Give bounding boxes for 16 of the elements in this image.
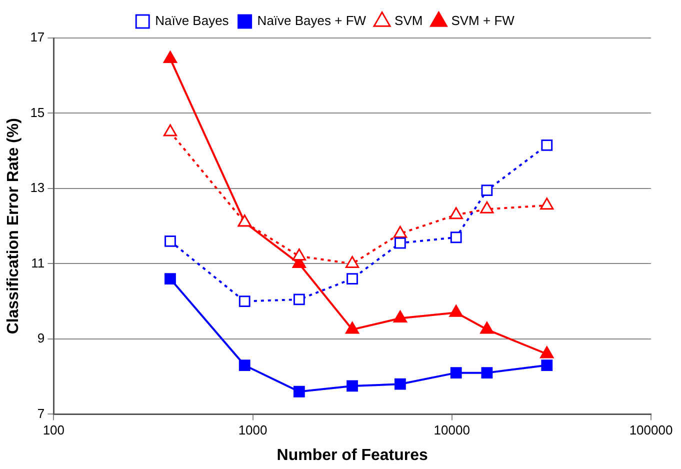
y-tick-label: 11 [31, 255, 45, 270]
y-tick-label: 13 [30, 180, 45, 196]
legend-label: Naïve Bayes + FW [257, 13, 367, 28]
legend-label: Naïve Bayes [155, 13, 230, 28]
x-tick-label: 100000 [629, 422, 673, 438]
x-tick-label: 100 [42, 422, 65, 438]
x-tick-label: 10000 [434, 422, 470, 438]
y-tick-label: 9 [37, 330, 45, 346]
y-tick-label: 15 [30, 104, 45, 120]
y-axis-title: Classification Error Rate (%) [5, 118, 22, 334]
legend-label: SVM + FW [451, 13, 516, 28]
x-axis-title: Number of Features [276, 446, 428, 464]
y-tick-label: 7 [37, 406, 45, 421]
legend-label: SVM [394, 13, 423, 28]
y-tick-label: 17 [30, 30, 45, 45]
x-tick-label: 1000 [238, 422, 268, 438]
